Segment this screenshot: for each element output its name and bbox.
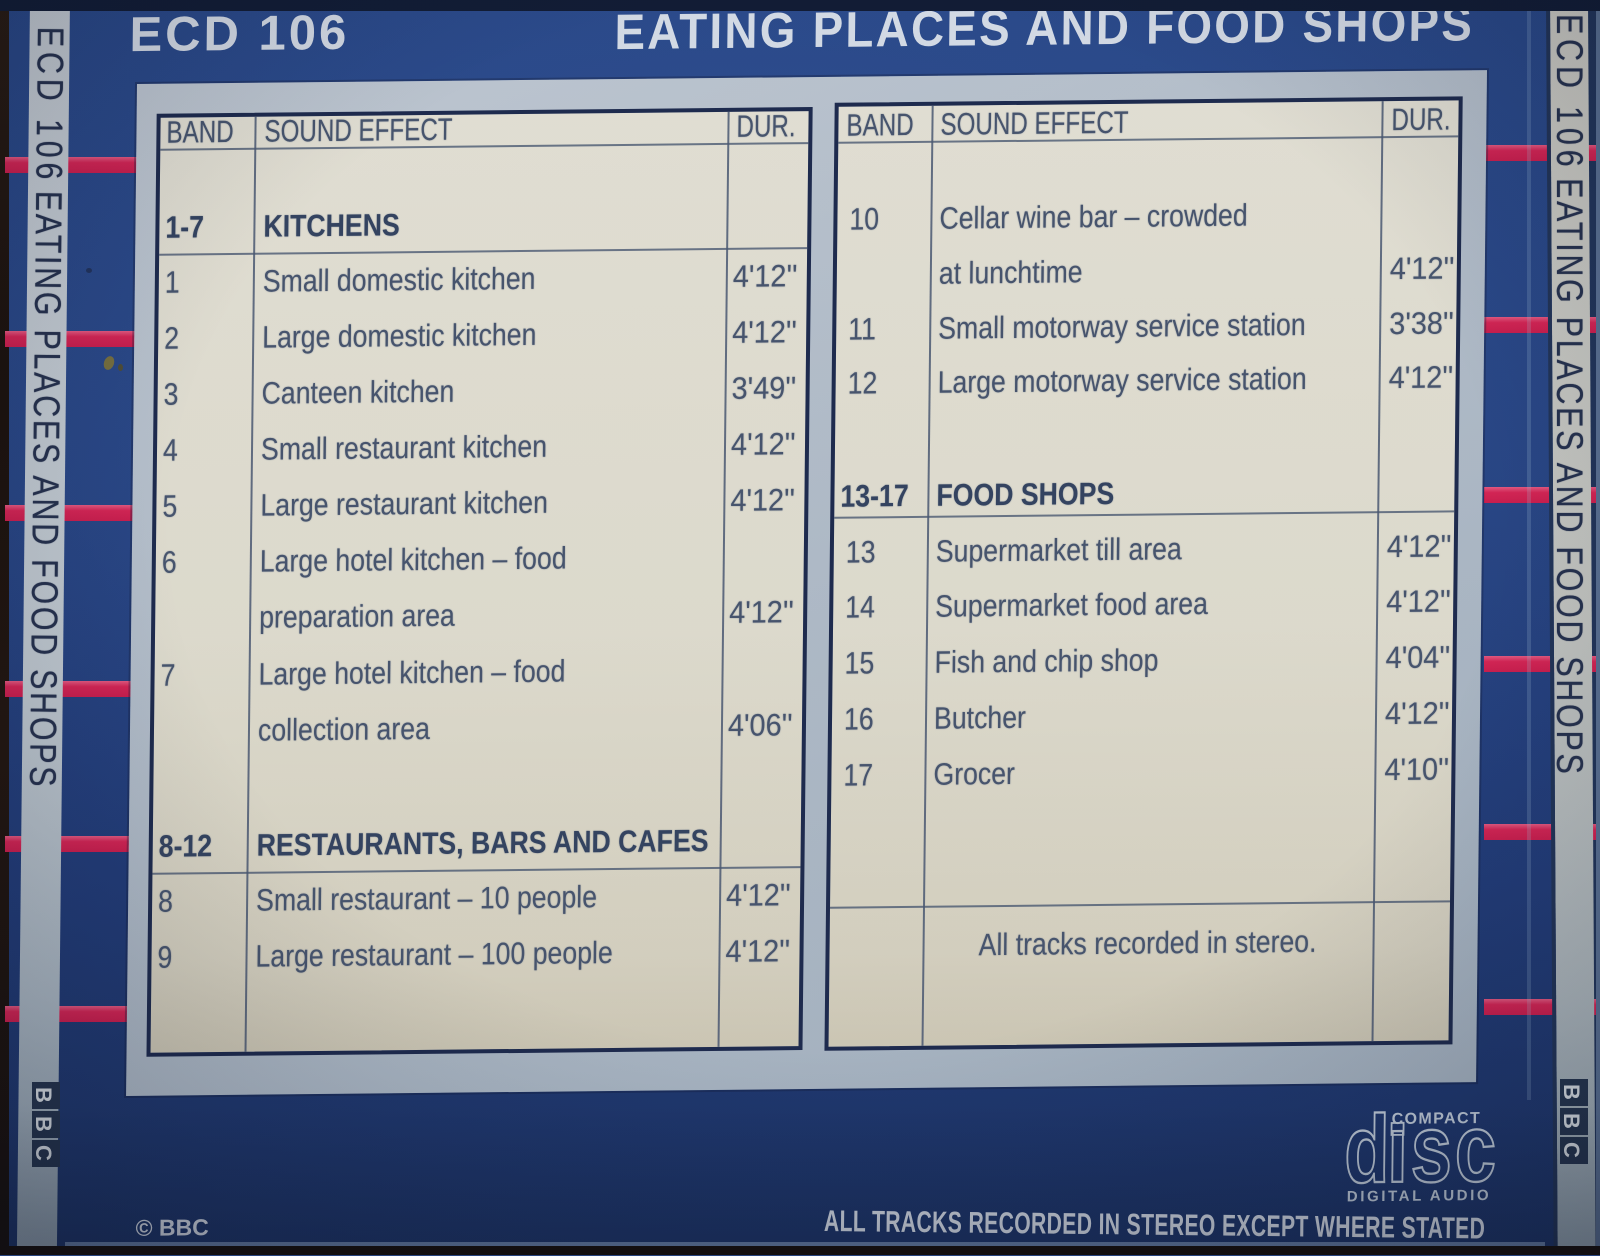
svg-text:DIGITAL AUDIO: DIGITAL AUDIO — [1347, 1187, 1492, 1204]
svg-text:COMPACT: COMPACT — [1392, 1110, 1482, 1128]
svg-text:ısc: ısc — [1387, 1107, 1497, 1203]
svg-text:d: d — [1346, 1107, 1390, 1204]
